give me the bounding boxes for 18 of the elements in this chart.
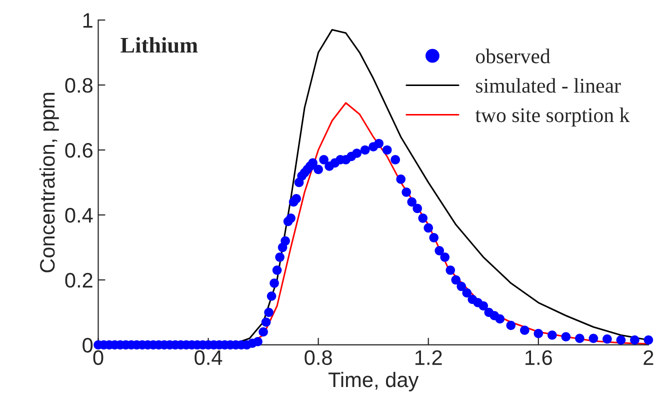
y-tick-label: 0.4	[65, 208, 93, 223]
y-tick-label: 0.6	[65, 142, 92, 158]
x-tick-label: 0	[93, 350, 104, 366]
legend-label: observed	[476, 48, 550, 64]
y-tick-label: 1	[83, 13, 92, 28]
x-tick-label: 1.6	[526, 350, 552, 366]
y-tick-label: 0	[82, 338, 93, 353]
legend-label: simulated - linear	[476, 78, 621, 93]
x-tick-label: 0.8	[304, 350, 332, 366]
annotation: Lithium	[120, 37, 198, 53]
x-tick-label: 2	[644, 350, 654, 365]
x-axis-title: Time, day	[328, 372, 419, 392]
x-tick-label: 1.2	[415, 350, 442, 365]
y-tick-label: 0.8	[65, 78, 92, 93]
x-tick-label: 0.4	[194, 350, 222, 366]
y-tick-label: 0.2	[65, 272, 92, 288]
y-axis-title: Concentration, ppm	[39, 92, 59, 272]
legend-label: two site sorption k	[475, 108, 630, 126]
